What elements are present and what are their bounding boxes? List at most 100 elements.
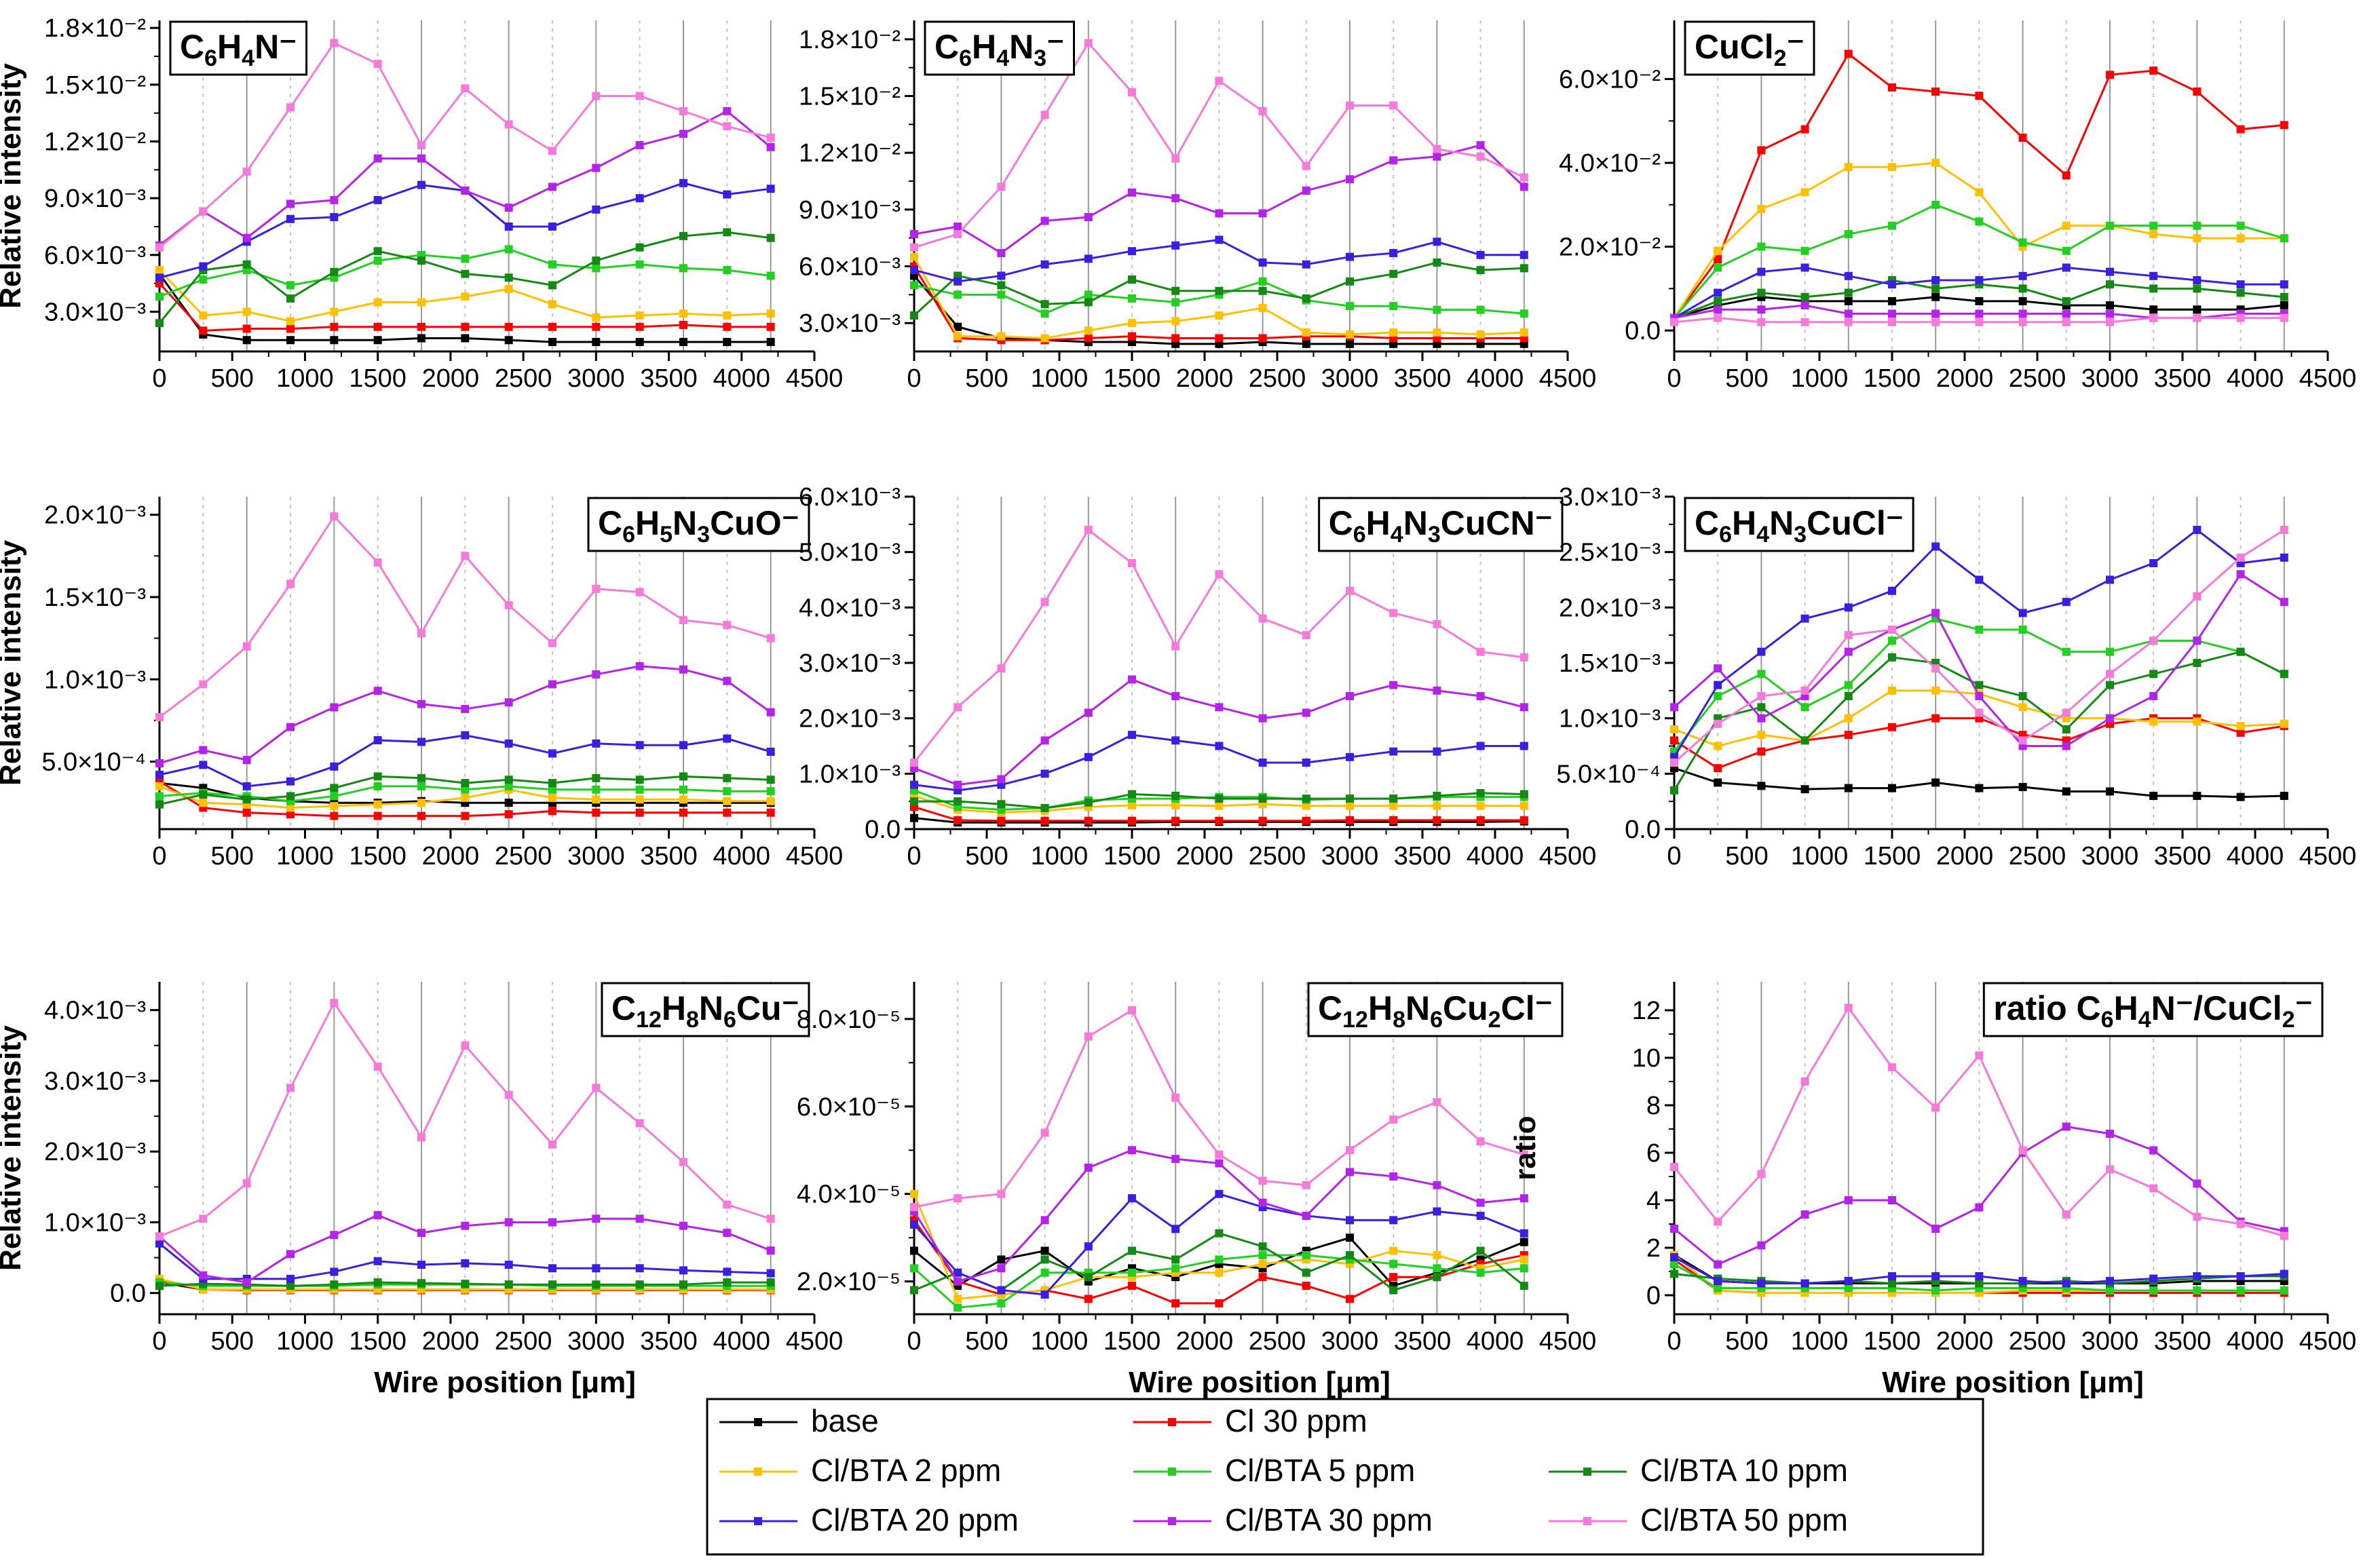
data-point — [1800, 263, 1809, 272]
legend-item-bta5: Cl/BTA 5 ppm — [1133, 1453, 1415, 1488]
data-point — [2236, 234, 2245, 243]
data-point — [1714, 681, 1722, 689]
chart-panel-1: 0 500 1000 1500 2000 2500 3000 3500 4000 4500 3.0×… — [0, 14, 843, 393]
data-point — [373, 1257, 382, 1265]
data-point — [592, 256, 601, 265]
data-point — [1128, 319, 1136, 328]
data-point — [997, 183, 1006, 191]
y-tick-label: 3.0×10⁻³ — [799, 649, 901, 678]
data-point — [1519, 1150, 1528, 1159]
data-point — [1714, 1217, 1722, 1226]
x-tick-label: 1500 — [1103, 364, 1161, 393]
x-tick-label: 500 — [211, 1327, 254, 1356]
data-point — [504, 1218, 513, 1227]
data-point — [373, 1278, 382, 1287]
data-point — [2280, 792, 2288, 800]
y-tick-label: 8 — [1646, 1092, 1661, 1120]
x-tick-label: 3000 — [2081, 842, 2139, 871]
chart-panel-4: 0 500 1000 1500 2000 2500 3000 3500 4000 4500 5.0×… — [0, 497, 843, 871]
data-point — [2193, 717, 2202, 726]
data-point — [1975, 309, 1984, 318]
data-point — [1844, 784, 1853, 792]
panel-title: C6H4N⁻ — [169, 20, 308, 76]
x-tick-label: 1500 — [349, 364, 407, 393]
data-point — [592, 739, 601, 748]
data-point — [592, 164, 601, 172]
panel-title: C6H5N3CuO⁻ — [587, 497, 810, 552]
data-point — [1258, 1273, 1267, 1282]
x-axis-labels-layer: Wire position [μm] Wire position [μm] Wi… — [374, 1366, 2144, 1399]
series-bta30 — [155, 1211, 775, 1287]
data-point — [2106, 1165, 2114, 1174]
data-point — [2236, 553, 2245, 562]
data-point — [1800, 785, 1809, 794]
data-point — [242, 1278, 251, 1287]
data-point — [723, 338, 732, 347]
x-tick-label: 4500 — [1539, 842, 1597, 871]
series-bta30 — [910, 1146, 1528, 1286]
data-point — [1084, 798, 1093, 807]
data-point — [1975, 626, 1984, 634]
data-point — [155, 759, 164, 767]
y-tick-label: 5.0×10⁻⁴ — [41, 748, 146, 777]
data-point — [1302, 1181, 1310, 1189]
x-tick-label: 500 — [1725, 842, 1768, 871]
data-point — [1519, 1194, 1528, 1203]
data-point — [504, 204, 513, 212]
x-axis-label-col1: Wire position [μm] — [374, 1366, 636, 1399]
data-point — [373, 1063, 382, 1071]
data-point — [1844, 714, 1853, 723]
x-tick-label: 2000 — [1176, 1327, 1234, 1356]
series-line-bta20 — [159, 182, 771, 279]
x-tick-label: 4000 — [2227, 1327, 2284, 1356]
x-tick-label: 4000 — [1467, 364, 1524, 393]
data-point — [1433, 237, 1441, 246]
data-point — [461, 84, 470, 93]
data-point — [1714, 1260, 1722, 1269]
data-point — [1757, 731, 1766, 740]
x-tick-label: 4500 — [786, 364, 844, 393]
data-point — [635, 785, 644, 794]
data-point — [766, 747, 775, 756]
data-point — [679, 795, 687, 804]
data-point — [286, 803, 295, 812]
data-point — [1433, 801, 1441, 810]
data-point — [242, 782, 251, 790]
x-tick-label: 3000 — [1321, 364, 1379, 393]
data-point — [592, 773, 601, 782]
series-bta50 — [155, 39, 775, 252]
data-point — [373, 687, 382, 695]
series-bta50 — [1670, 313, 2288, 326]
data-point — [679, 107, 687, 115]
data-point — [1215, 77, 1224, 85]
x-tick-label: 2500 — [495, 1327, 552, 1356]
panel-title-text: ratio C6H4N⁻/CuCl2⁻ — [1993, 989, 2313, 1033]
data-point — [242, 756, 251, 765]
data-point — [679, 264, 687, 273]
data-point — [1931, 1225, 1940, 1233]
data-point — [286, 281, 295, 290]
data-point — [1844, 271, 1853, 280]
data-point — [1844, 1196, 1853, 1204]
data-point — [286, 723, 295, 731]
data-point — [1714, 1284, 1722, 1293]
y-tick-label: 3.0×10⁻³ — [799, 309, 901, 338]
data-point — [2193, 305, 2202, 314]
legend: base Cl 30 ppm Cl/BTA 2 ppm Cl/BTA 5 ppm Cl/… — [706, 1398, 1984, 1556]
data-point — [1844, 647, 1853, 656]
data-point — [953, 703, 962, 712]
data-point — [1757, 1279, 1766, 1288]
x-tick-label: 4500 — [786, 842, 844, 871]
data-point — [1670, 736, 1678, 745]
data-point — [1389, 269, 1398, 278]
data-point — [2280, 1269, 2288, 1278]
data-point — [1519, 264, 1528, 273]
x-tick-label: 4500 — [2299, 1327, 2357, 1356]
data-point — [1040, 1128, 1049, 1137]
y-tick-label: 5.0×10⁻³ — [799, 539, 901, 567]
data-point — [2062, 246, 2071, 255]
data-point — [1389, 816, 1398, 824]
panel-title-text: C6H4N3⁻ — [934, 28, 1065, 71]
data-point — [1389, 156, 1398, 165]
data-point — [1302, 161, 1310, 170]
